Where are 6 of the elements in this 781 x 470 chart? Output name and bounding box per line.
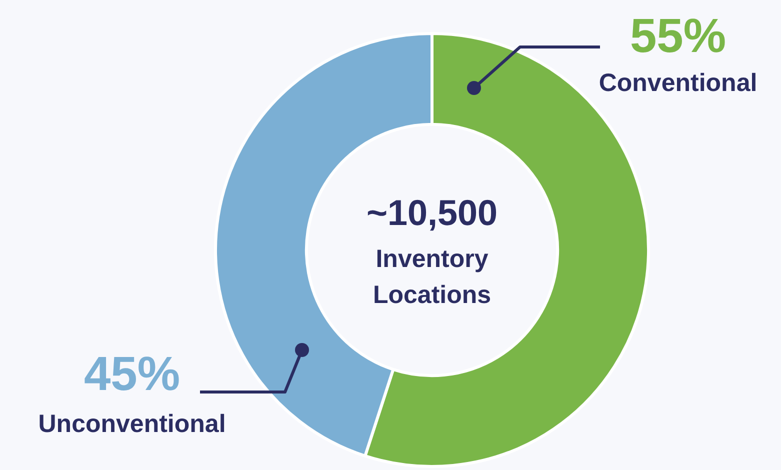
text: Inventory Locations (372, 244, 492, 309)
data-label: 45% (84, 348, 180, 401)
slice-label: Unconventional (38, 410, 226, 438)
data-label: 55% (630, 10, 726, 63)
slice-label: Conventional (598, 69, 758, 97)
text: ~10,500 (366, 192, 498, 233)
